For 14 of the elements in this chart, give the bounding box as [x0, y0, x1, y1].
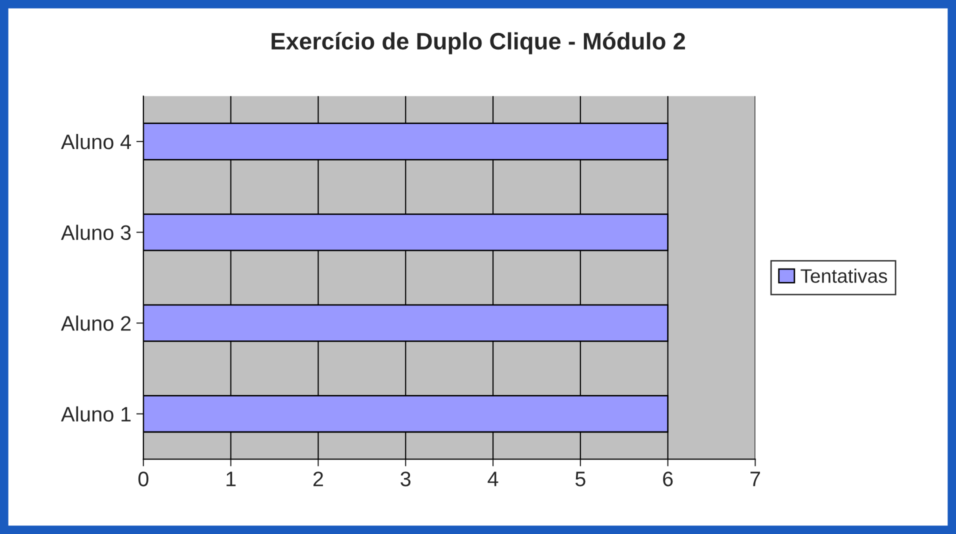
chart-title: Exercício de Duplo Clique - Módulo 2 — [272, 32, 685, 54]
x-tick-label: 5 — [575, 472, 586, 486]
y-tick-label: Aluno 2 — [60, 316, 131, 331]
y-tick-label: Aluno 1 — [60, 406, 131, 422]
x-tick-label: 6 — [663, 472, 673, 486]
legend-label: Tentativas — [800, 268, 888, 283]
x-tick-label: 0 — [138, 472, 148, 486]
y-tick-label: Aluno 4 — [60, 134, 131, 150]
x-tick-label: 3 — [400, 472, 410, 486]
x-tick-label: 2 — [313, 472, 323, 486]
x-tick-label: 1 — [226, 472, 236, 486]
x-tick-label: 7 — [750, 472, 760, 486]
y-tick-label: Aluno 3 — [60, 224, 131, 240]
x-tick-label: 4 — [488, 472, 498, 486]
